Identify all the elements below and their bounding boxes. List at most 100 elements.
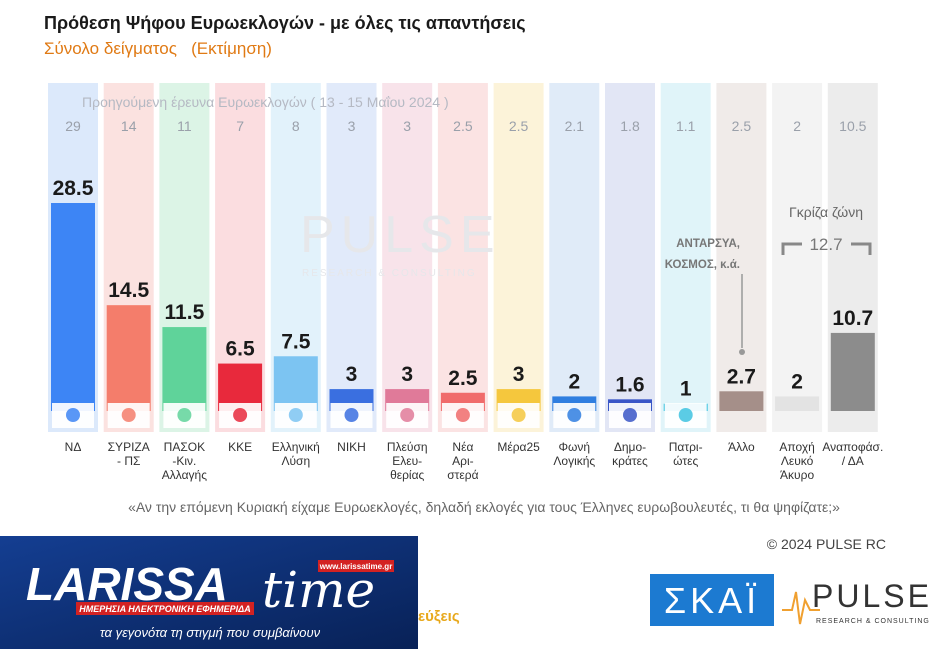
survey-question: «Αν την επόμενη Κυριακή είχαμε Ευρωεκλογ… bbox=[128, 499, 840, 515]
chart-subtitle: Σύνολο δείγματος (Εκτίμηση) bbox=[44, 39, 272, 58]
annotation-other-line1: ΑΝΤΑΡΣΥΑ, bbox=[676, 238, 740, 250]
category-label-2-0: ΠΑΣΟΚ bbox=[164, 440, 205, 454]
category-label-1-0: ΣΥΡΙΖΑ bbox=[108, 440, 150, 454]
bar-0 bbox=[51, 203, 95, 411]
party-logo-mark-0 bbox=[66, 408, 80, 422]
previous-value-12: 2.5 bbox=[732, 118, 752, 134]
larissa-name: LARISSA bbox=[26, 558, 228, 610]
category-label-1-1: - ΠΣ bbox=[117, 454, 140, 468]
value-label-11: 1 bbox=[680, 378, 692, 401]
column-bg-7 bbox=[437, 83, 488, 432]
copyright: © 2024 PULSE RC bbox=[767, 536, 886, 552]
party-logo-mark-3 bbox=[233, 408, 248, 422]
category-label-10-0: Δημο- bbox=[614, 440, 646, 454]
category-label-0-0: ΝΔ bbox=[65, 440, 82, 454]
party-logo-mark-1 bbox=[121, 408, 136, 422]
larissa-url: www.larissatime.gr bbox=[319, 562, 393, 571]
category-label-6-1: Ελευ- bbox=[392, 454, 422, 468]
category-label-4-1: Λύση bbox=[281, 454, 310, 468]
skai-logo: ΣΚΑΪ bbox=[650, 574, 774, 626]
category-label-2-1: -Κιν. bbox=[172, 454, 196, 468]
category-label-6-0: Πλεύση bbox=[387, 440, 428, 454]
party-logo-mark-10 bbox=[623, 408, 637, 422]
bar-1 bbox=[106, 305, 151, 411]
category-label-6-2: θερίας bbox=[390, 468, 424, 482]
bar-12 bbox=[719, 391, 764, 411]
category-label-11-0: Πατρι- bbox=[669, 440, 703, 454]
previous-value-3: 7 bbox=[236, 118, 244, 134]
skai-text: ΣΚΑΪ bbox=[664, 580, 760, 621]
value-label-5: 3 bbox=[346, 363, 358, 386]
value-label-8: 3 bbox=[513, 363, 525, 386]
partial-text: εύξεις bbox=[418, 608, 460, 625]
value-label-12: 2.7 bbox=[727, 365, 756, 388]
previous-value-11: 1.1 bbox=[676, 118, 696, 134]
column-bg-11 bbox=[660, 83, 711, 432]
gray-zone-bracket-right bbox=[851, 242, 872, 255]
category-label-13-0: Αποχή bbox=[779, 440, 814, 454]
column-bg-9 bbox=[549, 83, 600, 432]
category-label-14-0: Αναποφάσ. bbox=[822, 440, 883, 454]
previous-survey-label: Προηγούμενη έρευνα Ευρωεκλογών ( 13 - 15… bbox=[82, 94, 449, 110]
value-label-6: 3 bbox=[401, 363, 413, 386]
column-bg-8 bbox=[493, 83, 544, 432]
column-bg-10 bbox=[605, 83, 655, 432]
column-bg-5 bbox=[326, 83, 377, 432]
watermark: PULSE bbox=[300, 206, 501, 264]
column-bg-12 bbox=[716, 83, 767, 432]
category-label-4-0: Ελληνική bbox=[272, 440, 320, 454]
party-logo-mark-6 bbox=[400, 408, 415, 422]
pulse-logo: PULSE RESEARCH & CONSULTING bbox=[782, 578, 932, 625]
category-label-14-1: / ΔΑ bbox=[842, 454, 864, 468]
party-logo-mark-8 bbox=[511, 408, 526, 422]
pulse-text: PULSE bbox=[812, 578, 932, 614]
previous-value-5: 3 bbox=[348, 118, 356, 134]
value-label-13: 2 bbox=[791, 370, 803, 393]
larissatime-logo: LARISSA time www.larissatime.gr ΗΜΕΡΗΣΙΑ… bbox=[0, 536, 418, 649]
value-label-3: 6.5 bbox=[225, 338, 255, 361]
category-label-8-0: Μέρα25 bbox=[497, 440, 540, 454]
category-label-10-1: κράτες bbox=[612, 454, 648, 468]
category-label-11-1: ώτες bbox=[673, 454, 698, 468]
category-label-7-1: Αρι- bbox=[452, 454, 474, 468]
larissa-tagline: ΗΜΕΡΗΣΙΑ ΗΛΕΚΤΡΟΝΙΚΗ ΕΦΗΜΕΡΙΔΑ bbox=[79, 604, 250, 614]
category-label-5-0: ΝΙΚΗ bbox=[337, 440, 366, 454]
watermark-sub: RESEARCH & CONSULTING bbox=[302, 268, 477, 279]
gray-zone-value: 12.7 bbox=[809, 235, 842, 254]
category-label-12-0: Άλλο bbox=[728, 440, 755, 454]
previous-value-7: 2.5 bbox=[453, 118, 473, 134]
gray-zone-label: Γκρίζα ζώνη bbox=[789, 204, 863, 220]
annotation-arrow-dot bbox=[739, 349, 745, 355]
party-logo-mark-2 bbox=[177, 408, 192, 422]
gray-zone-bracket-left bbox=[781, 242, 802, 255]
previous-value-10: 1.8 bbox=[620, 118, 640, 134]
category-label-9-1: Λογικής bbox=[553, 454, 595, 468]
category-label-13-2: Άκυρο bbox=[780, 468, 814, 482]
previous-value-6: 3 bbox=[403, 118, 411, 134]
previous-value-4: 8 bbox=[292, 118, 300, 134]
party-logo-mark-4 bbox=[288, 408, 303, 422]
value-label-0: 28.5 bbox=[53, 177, 94, 200]
value-label-10: 1.6 bbox=[615, 373, 644, 396]
previous-value-13: 2 bbox=[793, 118, 801, 134]
previous-value-2: 11 bbox=[177, 118, 192, 134]
bar-13 bbox=[775, 396, 820, 411]
category-label-3-0: ΚΚΕ bbox=[228, 440, 252, 454]
previous-value-0: 29 bbox=[65, 118, 81, 134]
previous-value-1: 14 bbox=[121, 118, 137, 134]
category-label-7-2: στερά bbox=[447, 468, 478, 482]
bar-2 bbox=[162, 327, 207, 411]
previous-value-8: 2.5 bbox=[509, 118, 529, 134]
previous-value-14: 10.5 bbox=[839, 118, 866, 134]
value-label-1: 14.5 bbox=[108, 279, 149, 302]
value-label-2: 11.5 bbox=[165, 301, 205, 324]
category-label-2-2: Αλλαγής bbox=[162, 468, 207, 482]
party-logo-mark-11 bbox=[678, 408, 693, 422]
chart-title: Πρόθεση Ψήφου Ευρωεκλογών - με όλες τις … bbox=[44, 13, 526, 33]
party-logo-mark-5 bbox=[344, 408, 359, 422]
previous-value-9: 2.1 bbox=[565, 118, 585, 134]
party-logo-mark-9 bbox=[567, 408, 582, 422]
category-label-7-0: Νέα bbox=[452, 440, 473, 454]
value-label-4: 7.5 bbox=[281, 330, 311, 353]
pulse-sub: RESEARCH & CONSULTING bbox=[816, 618, 930, 625]
